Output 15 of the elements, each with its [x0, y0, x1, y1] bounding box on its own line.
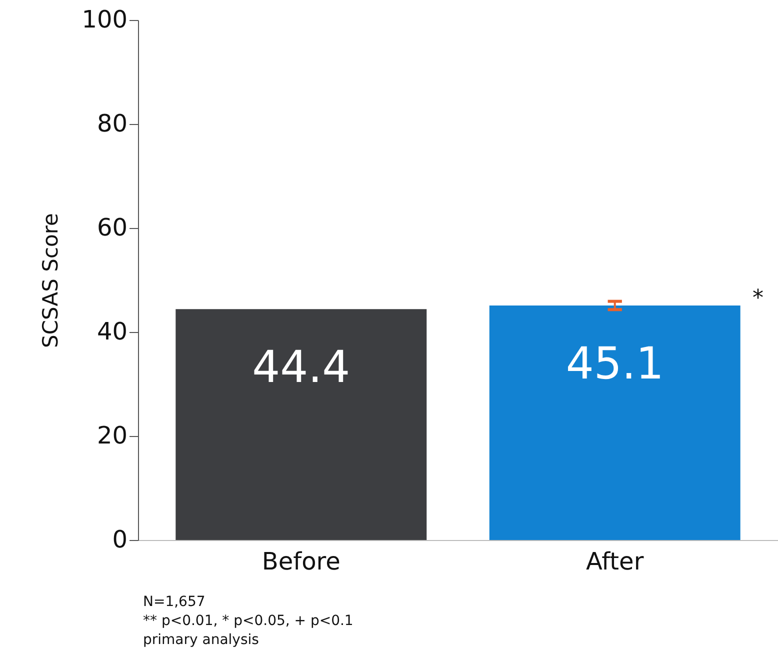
text: ** p<0.01, * p<0.05, + p<0.1: [143, 612, 354, 631]
data-label: 44.4: [252, 342, 350, 394]
y-tick-label: 80: [96, 110, 128, 138]
annotation: *: [752, 286, 764, 311]
data-label: 45.1: [566, 338, 664, 390]
y-tick-label: 40: [96, 318, 128, 346]
y-tick-label: 100: [82, 6, 128, 34]
y-tick-label: 20: [96, 422, 128, 450]
x-tick-label: Before: [262, 548, 340, 576]
x-tick-label: After: [586, 548, 644, 576]
text: primary analysis: [143, 631, 260, 650]
y-axis-title: SCSAS Score: [38, 213, 63, 348]
y-tick-label: 0: [112, 526, 128, 554]
text: N=1,657: [143, 593, 206, 612]
y-tick-label: 60: [96, 214, 128, 242]
